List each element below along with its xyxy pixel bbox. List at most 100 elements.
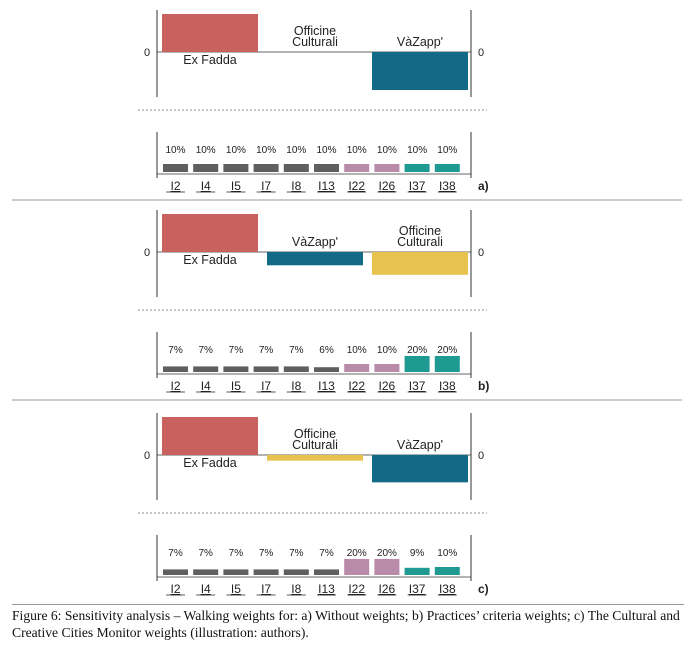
weight-bar [344,364,370,372]
indicator-tick-label: I38 [439,179,456,193]
score-label: Ex Fadda [183,53,237,67]
score-label: Culturali [397,235,443,249]
weight-bar [193,164,219,172]
weight-value-label: 7% [198,345,213,356]
weight-bar [314,164,339,172]
weight-bar [374,559,400,575]
weight-value-label: 6% [319,345,334,356]
zero-label-left: 0 [144,247,150,259]
weight-bar [344,559,370,575]
score-label: Officine [294,427,336,441]
weight-value-label: 20% [377,548,397,559]
indicator-tick-label: I2 [170,379,180,393]
weight-value-label: 20% [407,345,427,356]
weight-bar [283,366,309,372]
weight-value-label: 10% [286,145,306,156]
score-label: Ex Fadda [183,253,237,267]
weight-value-label: 9% [410,548,425,559]
weight-value-label: 10% [437,145,457,156]
score-label: Officine [399,224,441,238]
weight-bar [283,569,309,575]
indicator-tick-label: I5 [231,179,241,193]
weight-bar [163,569,188,575]
weight-bar [404,356,430,372]
indicator-tick-label: I5 [231,379,241,393]
indicator-tick-label: I4 [201,379,211,393]
indicator-tick-label: I13 [318,179,335,193]
indicator-tick-label: I5 [231,582,241,596]
zero-label-left: 0 [144,450,150,462]
indicator-tick-label: I37 [409,379,426,393]
zero-label-right: 0 [478,247,484,259]
weight-bar [253,569,279,575]
weight-bar [434,356,460,372]
weight-bar [193,569,219,575]
weight-bar [193,366,219,372]
indicator-tick-label: I7 [261,379,271,393]
weight-value-label: 7% [229,548,244,559]
indicator-tick-label: I26 [379,179,396,193]
score-label: VàZapp' [397,35,443,49]
zero-label-right: 0 [478,450,484,462]
weight-value-label: 10% [347,345,367,356]
weight-bar [404,164,430,172]
weight-bar [223,164,249,172]
indicator-tick-label: I2 [170,179,180,193]
score-bar-v-zapp- [372,52,468,90]
score-label: Culturali [292,438,338,452]
weight-bar [253,164,279,172]
weight-value-label: 7% [319,548,334,559]
indicator-tick-label: I13 [318,582,335,596]
weight-bar [163,164,188,172]
weight-bar [404,567,430,575]
panel-label: b) [478,379,489,393]
indicator-tick-label: I38 [439,379,456,393]
weight-bar [314,367,339,372]
weight-bar [163,366,188,372]
score-bar-officine-culturali [372,252,468,275]
score-label: Culturali [292,35,338,49]
weight-bar [344,164,370,172]
score-bar-v-zapp- [267,252,363,266]
score-label: Officine [294,24,336,38]
indicator-tick-label: I7 [261,179,271,193]
weight-bar [374,364,400,372]
weight-value-label: 10% [226,145,246,156]
indicator-tick-label: I37 [409,179,426,193]
weight-bar [253,366,279,372]
score-bar-ex-fadda [162,14,258,52]
score-label: Ex Fadda [183,456,237,470]
panel-label: c) [478,582,489,596]
indicator-tick-label: I13 [318,379,335,393]
weight-value-label: 10% [165,145,185,156]
indicator-tick-label: I4 [201,582,211,596]
panel-label: a) [478,179,489,193]
weight-bar [434,567,460,575]
weight-value-label: 7% [229,345,244,356]
figure-caption: Figure 6: Sensitivity analysis – Walking… [12,604,684,641]
zero-label-left: 0 [144,47,150,59]
indicator-tick-label: I37 [409,582,426,596]
weight-bar [223,569,249,575]
weight-value-label: 10% [407,145,427,156]
indicator-tick-label: I2 [170,582,180,596]
weight-value-label: 7% [168,548,183,559]
score-bar-ex-fadda [162,214,258,252]
weight-value-label: 7% [259,345,274,356]
weight-value-label: 7% [259,548,274,559]
indicator-tick-label: I26 [379,582,396,596]
weight-bar [434,164,460,172]
indicator-tick-label: I26 [379,379,396,393]
indicator-tick-label: I8 [291,179,301,193]
score-label: VàZapp' [397,438,443,452]
weight-value-label: 10% [316,145,336,156]
weight-bar [223,366,249,372]
weight-value-label: 20% [437,345,457,356]
weight-bar [283,164,309,172]
weight-value-label: 10% [377,145,397,156]
indicator-tick-label: I22 [348,379,365,393]
weight-value-label: 10% [256,145,276,156]
